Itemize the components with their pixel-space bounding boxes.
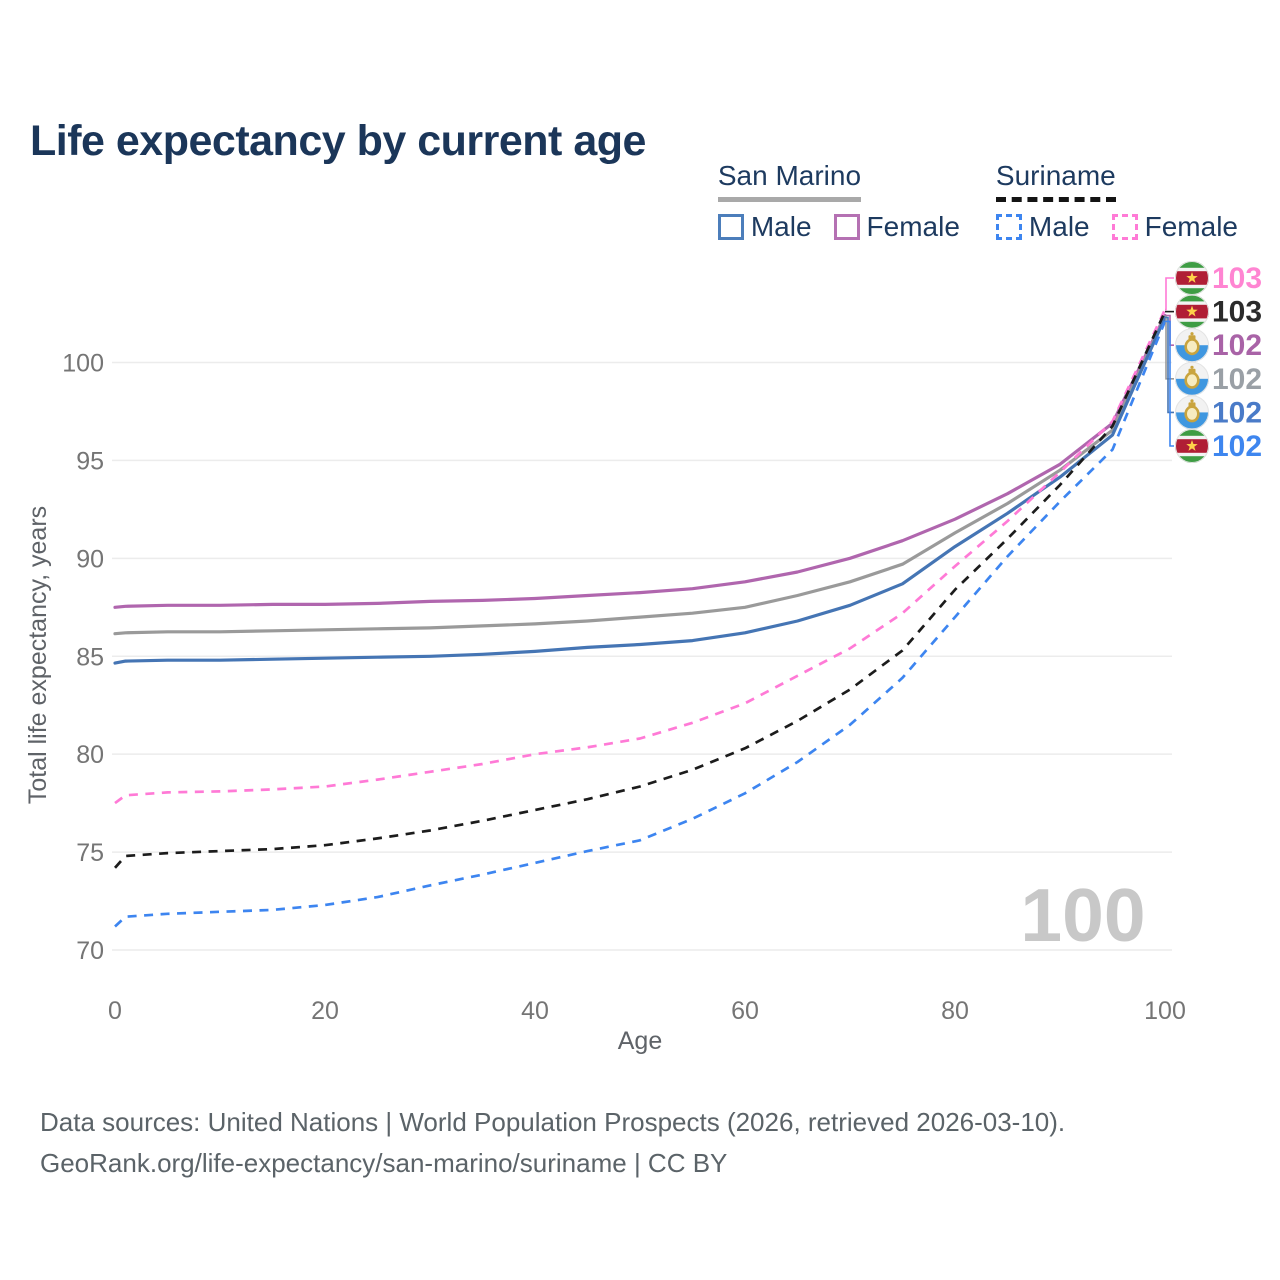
end-value-label-san-marino-total: 102 — [1212, 363, 1262, 396]
end-label-connector-san-marino-male — [1165, 316, 1174, 414]
flag-icon-ring — [1175, 395, 1209, 430]
x-tick-label: 100 — [1144, 997, 1186, 1025]
x-tick-label: 60 — [731, 997, 759, 1025]
x-tick-label: 80 — [941, 997, 969, 1025]
series-line-san-marino-female — [113, 313, 1167, 609]
y-axis-label: Total life expectancy, years — [24, 506, 52, 804]
san-marino-flag-icon — [1175, 361, 1209, 396]
legend-item-label: Male — [750, 211, 812, 242]
flag-icon-ring — [1175, 261, 1209, 295]
end-value-label-san-marino-female: 102 — [1212, 329, 1262, 362]
legend-group-suriname: Suriname Male Female — [995, 160, 1238, 243]
flag-icon-ring — [1175, 294, 1209, 329]
y-tick-label: 70 — [76, 937, 104, 965]
end-label-connector-suriname-male — [1165, 320, 1174, 447]
y-tick-label: 85 — [76, 643, 104, 671]
x-tick-label: 0 — [108, 997, 122, 1025]
solid-male-swatch-icon — [717, 214, 744, 240]
end-label-connector-suriname-female — [1165, 277, 1174, 311]
x-axis-label: Age — [618, 1027, 662, 1055]
y-tick-label: 80 — [76, 741, 104, 769]
footer: Data sources: United Nations | World Pop… — [40, 1102, 1065, 1184]
x-tick-label: 40 — [521, 997, 549, 1025]
legend-items-san-marino: Male Female — [717, 211, 960, 243]
y-tick-label: 95 — [76, 447, 104, 475]
legend-item-san-marino-male[interactable]: Male — [717, 211, 812, 243]
solid-female-swatch-icon — [833, 214, 860, 240]
series-line-suriname-female — [114, 309, 1167, 805]
end-value-label-suriname-female: 103 — [1212, 262, 1262, 295]
age-indicator-watermark: 100 — [1020, 873, 1145, 957]
flag-icon-ring — [1175, 429, 1209, 463]
series-line-san-marino-male — [113, 315, 1167, 665]
end-value-label-suriname-male: 102 — [1212, 430, 1262, 463]
y-tick-label: 90 — [76, 545, 104, 573]
dashed-female-swatch-icon — [1111, 214, 1138, 240]
legend: San Marino Male Female Suriname Male — [717, 160, 1238, 243]
legend-country-suriname[interactable]: Suriname — [995, 160, 1116, 202]
legend-item-label: Male — [1028, 211, 1090, 242]
legend-item-label: Female — [1144, 211, 1238, 242]
legend-item-label: Female — [866, 211, 960, 242]
footer-attribution: GeoRank.org/life-expectancy/san-marino/s… — [40, 1148, 728, 1178]
y-tick-label: 100 — [62, 350, 104, 378]
dashed-male-swatch-icon — [995, 214, 1022, 240]
end-value-label-suriname-total: 103 — [1212, 296, 1262, 329]
legend-country-san-marino[interactable]: San Marino — [717, 160, 862, 202]
series-line-suriname-total — [113, 311, 1167, 869]
legend-item-suriname-female[interactable]: Female — [1111, 211, 1238, 243]
flag-icon-ring — [1175, 328, 1209, 363]
san-marino-flag-icon — [1175, 328, 1209, 363]
footer-data-sources: Data sources: United Nations | World Pop… — [40, 1107, 1066, 1137]
series-line-suriname-male — [114, 320, 1167, 928]
san-marino-flag-icon — [1175, 395, 1209, 430]
end-value-label-san-marino-male: 102 — [1212, 396, 1262, 429]
legend-item-suriname-male[interactable]: Male — [995, 211, 1090, 243]
legend-item-san-marino-female[interactable]: Female — [833, 211, 960, 243]
flag-icon-ring — [1175, 361, 1209, 396]
legend-items-suriname: Male Female — [995, 211, 1238, 243]
series-line-san-marino-total — [113, 314, 1167, 636]
legend-group-san-marino: San Marino Male Female — [717, 160, 960, 243]
y-tick-label: 75 — [76, 839, 104, 867]
page-title: Life expectancy by current age — [30, 116, 646, 165]
x-tick-label: 20 — [311, 997, 339, 1025]
